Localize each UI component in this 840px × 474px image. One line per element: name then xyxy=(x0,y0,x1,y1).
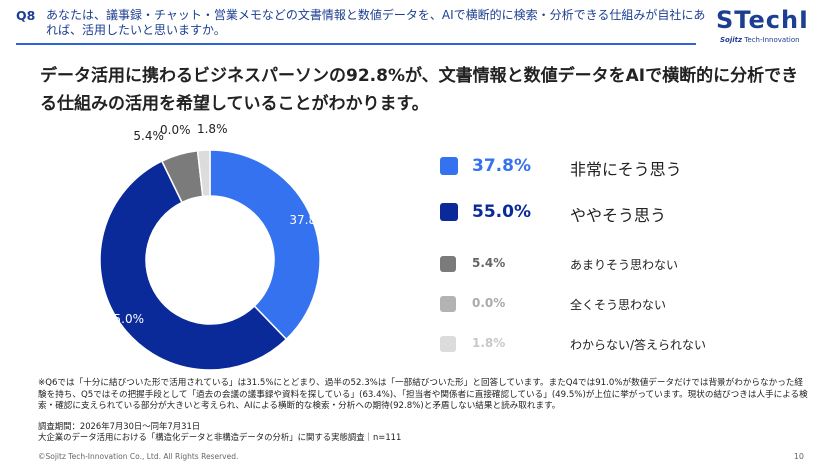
donut-chart-svg xyxy=(99,149,321,371)
donut-slice-somewhat xyxy=(99,160,288,371)
logo-subtext: Sojitz Tech-Innovation xyxy=(720,36,800,44)
donut-slice-unknown xyxy=(196,149,211,198)
logo-sub-brand: Sojitz xyxy=(720,36,743,44)
chart-legend: 37.8% 非常にそう思う 55.0% ややそう思う 5.4% あまりそう思わない 0.0%… xyxy=(440,150,820,370)
logo-sub-text: Tech-Innovation xyxy=(744,36,800,44)
donut-slice-very xyxy=(209,149,321,341)
donut-chart: 37.8% 55.0% 5.4% 0.0% 1.8% xyxy=(90,122,330,380)
legend-swatch-not-much xyxy=(440,256,456,272)
copyright: ©Sojitz Tech-Innovation Co., Ltd. All Ri… xyxy=(38,452,239,461)
legend-swatch-unknown xyxy=(440,336,456,352)
legend-item-somewhat: 55.0% ややそう思う xyxy=(440,200,820,230)
legend-value-not-much: 5.4% xyxy=(472,256,506,270)
legend-swatch-very xyxy=(440,157,458,175)
legend-label-somewhat: ややそう思う xyxy=(570,206,667,225)
legend-value-somewhat: 55.0% xyxy=(472,201,531,222)
legend-item-unknown: 1.8% わからない/答えられない xyxy=(440,332,820,362)
page-number: 10 xyxy=(793,452,804,461)
survey-title: 大企業のデータ活用における「構造化データと非構造データの分析」に関する実態調査｜… xyxy=(38,432,402,442)
legend-label-not-much: あまりそう思わない xyxy=(570,258,679,272)
survey-info: 調査期間：2026年7月30日～同年7月31日 大企業のデータ活用における「構造… xyxy=(38,421,401,443)
legend-value-very: 37.8% xyxy=(472,155,531,176)
legend-value-unknown: 1.8% xyxy=(472,336,506,350)
slice-label-very: 37.8% xyxy=(289,212,328,227)
company-logo: STechI Sojitz Tech-Innovation xyxy=(716,6,826,50)
legend-swatch-somewhat xyxy=(440,203,458,221)
survey-period: 調査期間：2026年7月30日～同年7月31日 xyxy=(38,421,201,431)
legend-item-not-at-all: 0.0% 全くそう思わない xyxy=(440,292,820,322)
slice-label-unknown: 1.8% xyxy=(196,122,228,137)
legend-item-not-much: 5.4% あまりそう思わない xyxy=(440,252,820,282)
legend-label-not-at-all: 全くそう思わない xyxy=(570,298,667,312)
logo-wordmark: STechI xyxy=(716,6,809,34)
slice-label-not-much: 5.4% xyxy=(133,128,164,143)
legend-swatch-not-at-all xyxy=(440,296,456,312)
legend-label-unknown: わからない/答えられない xyxy=(570,338,707,352)
header-divider xyxy=(16,43,696,45)
question-text: あなたは、議事録・チャット・営業メモなどの文書情報と数値データを、AIで横断的に… xyxy=(46,8,706,37)
legend-value-not-at-all: 0.0% xyxy=(472,296,506,310)
slice-label-not-at-all: 0.0% xyxy=(160,122,191,137)
slice-label-somewhat: 55.0% xyxy=(105,312,145,327)
footnote: ※Q6では「十分に結びついた形で活用されている」は31.5%にとどまり、過半の5… xyxy=(38,378,808,412)
legend-label-very: 非常にそう思う xyxy=(570,160,682,179)
question-number: Q8 xyxy=(16,8,36,23)
legend-item-very: 37.8% 非常にそう思う xyxy=(440,154,820,184)
headline: データ活用に携わるビジネスパーソンの92.8%が、文書情報と数値データをAIで横… xyxy=(40,66,799,114)
